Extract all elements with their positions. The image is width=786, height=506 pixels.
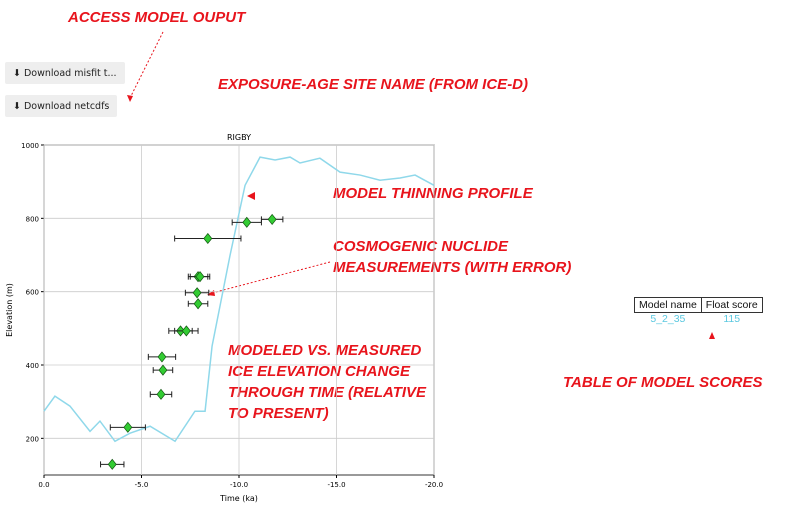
model-profile [43, 156, 435, 443]
arrowhead [709, 332, 715, 339]
measurement [156, 388, 166, 400]
x-axis-label: Time (ka) [219, 494, 258, 503]
y-axis-label: Elevation (m) [5, 283, 14, 337]
button-text[interactable]: Download netcdfs [23, 100, 110, 112]
y-tick-label: 1000 [21, 142, 39, 150]
measurement [195, 271, 205, 283]
measurement [158, 364, 168, 376]
annotation: TABLE OF MODEL SCORES [563, 374, 763, 391]
y-tick-label: 200 [26, 435, 39, 443]
y-tick-label: 800 [26, 215, 39, 223]
button-text[interactable]: Download misfit t... [23, 67, 117, 79]
button-label[interactable]: ⬇ Download netcdfs [13, 100, 110, 112]
table-header: Float score [700, 297, 763, 313]
arrow [211, 261, 331, 294]
measurement [203, 232, 213, 245]
arrowhead [127, 95, 133, 102]
annotation: EXPOSURE-AGE SITE NAME (FROM ICE-D) [218, 76, 529, 93]
table-cell: 115 [723, 313, 741, 325]
annotation: ACCESS MODEL OUPUT [68, 9, 246, 26]
x-tick-label: -20.0 [425, 481, 443, 489]
y-tick-label: 600 [26, 289, 39, 297]
measurement [107, 458, 117, 470]
download-button[interactable]: ⬇ Download misfit t... [5, 62, 125, 84]
measurement [181, 325, 191, 337]
x-tick-label: -10.0 [230, 481, 248, 489]
table-cell[interactable]: 5_2_35 [650, 313, 686, 325]
score-table: Model name Float score 5_2_35 115 [634, 297, 763, 325]
chart-title: RIGBY [227, 133, 251, 142]
download-button[interactable]: ⬇ Download netcdfs [5, 95, 118, 117]
x-tick-label: -15.0 [327, 481, 345, 489]
measurement [157, 351, 167, 363]
button-label[interactable]: ⬇ Download misfit t... [13, 67, 117, 79]
annotation: MODELED VS. MEASURED ICE ELEVATION CHANG… [228, 342, 427, 422]
x-tick-label: 0.0 [38, 481, 49, 489]
arrow [129, 31, 164, 99]
measurement [193, 298, 203, 310]
measurement [192, 287, 202, 299]
y-tick-label: 400 [26, 362, 39, 370]
measurement [267, 213, 277, 225]
measurement [242, 216, 252, 228]
annotation: MODEL THINNING PROFILE [333, 185, 533, 202]
annotation: COSMOGENIC NUCLIDE MEASUREMENTS (WITH ER… [333, 238, 572, 276]
arrowhead [247, 192, 255, 200]
measurement [123, 421, 133, 433]
x-tick-label: -5.0 [135, 481, 149, 489]
